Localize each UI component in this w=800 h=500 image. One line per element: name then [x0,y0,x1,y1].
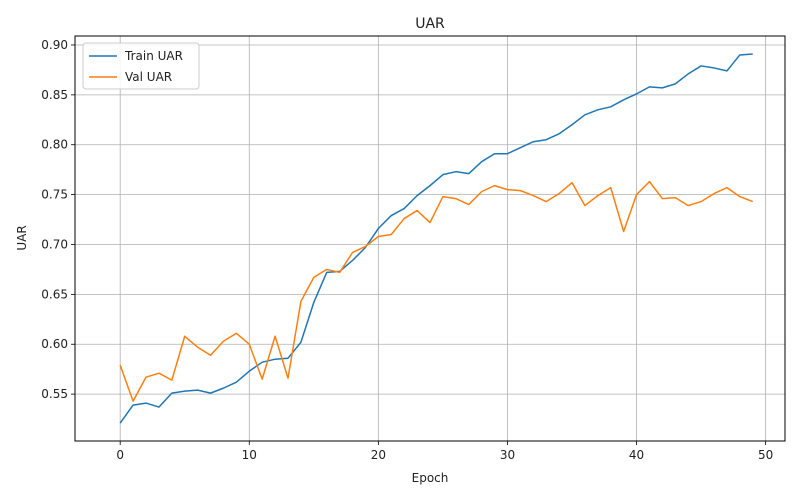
plot-frame [74,35,786,442]
series-line-val-uar [119,180,754,402]
y-tick-label: 0.60 [41,337,68,351]
y-tick-label: 0.55 [41,387,68,401]
x-tick-label: 10 [242,448,257,462]
x-axis-label: Epoch [412,471,449,485]
y-tick-label: 0.90 [41,38,68,52]
x-tick-label: 40 [629,448,644,462]
x-tick-label: 50 [758,448,773,462]
y-tick-label: 0.65 [41,287,68,301]
y-axis-ticks: 0.55 0.60 0.65 0.70 0.75 0.80 0.85 0.90 [41,38,75,401]
series-line-train-uar [119,53,753,424]
x-tick-label: 20 [371,448,386,462]
legend: Train UAR Val UAR [82,42,200,90]
x-tick-label: 30 [500,448,515,462]
chart-title: UAR [415,16,445,32]
series-layer [119,53,754,424]
y-tick-label: 0.75 [41,188,68,202]
x-axis-ticks: 0 10 20 30 40 50 [116,441,773,462]
y-tick-label: 0.70 [41,237,68,251]
legend-label-train-uar: Train UAR [124,49,183,63]
x-tick-label: 0 [116,448,124,462]
legend-label-val-uar: Val UAR [125,70,172,84]
y-tick-label: 0.80 [41,138,68,152]
y-tick-label: 0.85 [41,88,68,102]
y-axis-label: UAR [15,225,29,250]
